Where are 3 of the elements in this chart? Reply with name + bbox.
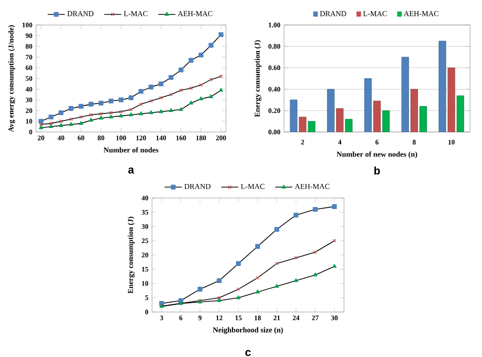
text: a: [128, 168, 134, 174]
text: b: [374, 166, 380, 175]
text: c: [245, 350, 251, 356]
